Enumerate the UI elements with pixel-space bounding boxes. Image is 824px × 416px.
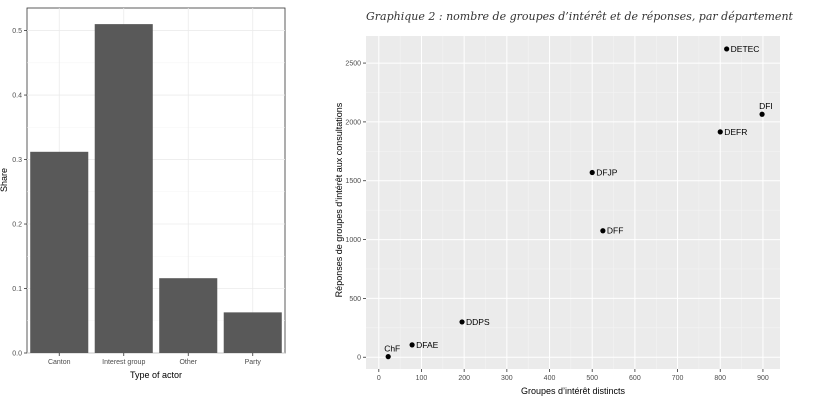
- scatter-x-tick-label: 700: [672, 375, 684, 382]
- point-dfjp: [589, 169, 595, 176]
- bar-y-tick-label: 0.2: [12, 222, 22, 229]
- scatter-y-axis-label: Réponses de groupes d’intérêt aux consul…: [334, 102, 344, 297]
- point-label-ddps: DDPS: [466, 317, 490, 327]
- scatter-gridlines: [366, 36, 780, 369]
- bar-y-tick-label: 0.0: [12, 351, 22, 358]
- bar-y-axis-label: Share: [0, 168, 9, 192]
- scatter-y-tick-label: 2500: [345, 61, 361, 68]
- scatter-x-tick-label: 900: [757, 375, 769, 382]
- point-detec: [724, 46, 730, 52]
- point-label-defr: DEFR: [724, 127, 747, 137]
- scatter-chart-title: Graphique 2 : nombre de groupes d’intérê…: [366, 10, 794, 23]
- scatter-series: ChF DFAE DDPS DFF DFJP DEFR DFI DETEC: [384, 44, 773, 360]
- point-label-chf: ChF: [384, 344, 400, 354]
- bar-interest-group: [94, 24, 153, 354]
- scatter-y-tick-label: 2000: [345, 119, 361, 126]
- bar-series: [30, 24, 282, 354]
- point-label-dfjp: DFJP: [596, 167, 618, 177]
- point-label-dff: DFF: [607, 226, 624, 236]
- point-label-dfae: DFAE: [416, 340, 439, 350]
- point-ddps: [459, 319, 465, 325]
- bar-x-tick-label: Interest group: [102, 359, 145, 366]
- scatter-x-tick-label: 300: [501, 375, 513, 382]
- scatter-y-tick-label: 500: [349, 296, 361, 303]
- scatter-y-axis: 0 500 1000 1500 2000 2500: [345, 61, 366, 362]
- scatter-x-axis-label: Groupes d’intérêt distincts: [521, 386, 626, 396]
- bar-chart: 0.0 0.1 0.2 0.3 0.4 0.5 Canton Interest group O…: [0, 7, 286, 380]
- point-chf: [385, 354, 391, 360]
- bar-y-tick-label: 0.1: [12, 286, 22, 293]
- bar-x-tick-label: Party: [245, 359, 262, 366]
- scatter-y-tick-label: 0: [357, 355, 361, 362]
- bar-y-tick-label: 0.5: [12, 28, 22, 35]
- bar-x-tick-label: Canton: [48, 359, 71, 366]
- scatter-x-tick-label: 800: [714, 375, 726, 382]
- bar-x-tick-label: Other: [179, 359, 197, 366]
- bar-party: [223, 312, 282, 353]
- bar-y-tick-label: 0.4: [12, 93, 22, 100]
- scatter-x-tick-label: 100: [416, 375, 428, 382]
- bar-y-axis: 0.0 0.1 0.2 0.3 0.4 0.5: [12, 28, 27, 358]
- point-dff: [600, 228, 606, 234]
- scatter-x-tick-label: 200: [458, 375, 470, 382]
- scatter-y-tick-label: 1000: [345, 237, 361, 244]
- scatter-plot-panel: [366, 36, 780, 369]
- scatter-chart: Graphique 2 : nombre de groupes d’intérê…: [334, 10, 794, 396]
- bar-x-axis-label: Type of actor: [130, 370, 182, 380]
- point-dfae: [409, 342, 415, 348]
- scatter-x-tick-label: 600: [629, 375, 641, 382]
- bar-other: [159, 278, 218, 353]
- scatter-x-tick-label: 400: [544, 375, 556, 382]
- point-label-dfi: DFI: [759, 101, 773, 111]
- bar-y-tick-label: 0.3: [12, 157, 22, 164]
- bar-canton: [30, 151, 89, 353]
- scatter-x-tick-label: 0: [377, 375, 381, 382]
- point-dfi: [759, 111, 765, 117]
- point-defr: [717, 129, 723, 135]
- point-label-detec: DETEC: [731, 44, 760, 54]
- scatter-y-tick-label: 1500: [345, 178, 361, 185]
- bar-x-axis: Canton Interest group Other Party: [48, 353, 261, 366]
- scatter-x-axis: 0 100 200 300 400 500 600 700 800 900: [377, 369, 769, 382]
- scatter-x-tick-label: 500: [586, 375, 598, 382]
